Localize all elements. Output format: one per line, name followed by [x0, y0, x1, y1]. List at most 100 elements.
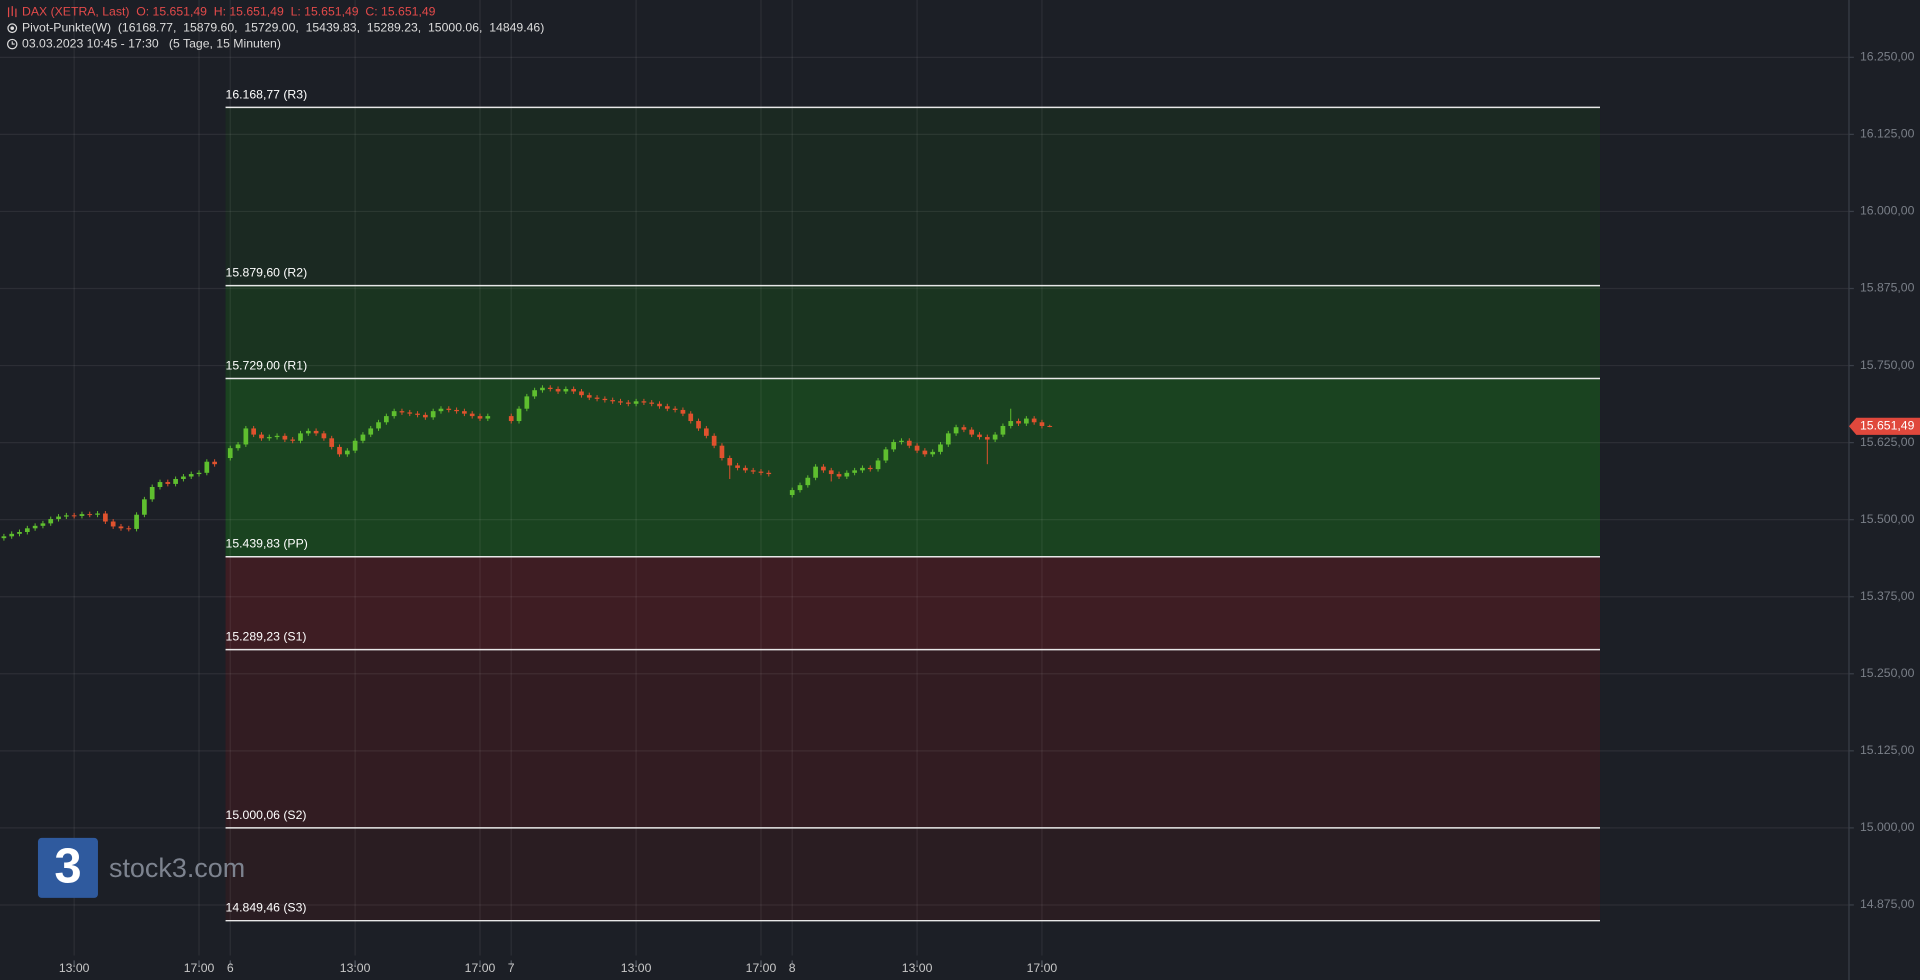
candle-body	[1047, 425, 1053, 427]
candle-body	[579, 391, 584, 396]
candle-body	[547, 387, 553, 389]
subtitle: 03.03.2023 10:45 - 17:30 (5 Tage, 15 Min…	[22, 36, 281, 50]
clock-icon	[6, 38, 18, 50]
candle-body	[103, 513, 108, 522]
candle-body	[649, 402, 655, 404]
candle-body	[1031, 418, 1037, 423]
pivot-zone	[225, 378, 1601, 557]
x-tick-label: 13:00	[902, 961, 933, 975]
y-tick-label: 16.000,00	[1860, 204, 1915, 218]
y-tick-label: 15.375,00	[1860, 589, 1915, 603]
candle-body	[462, 411, 467, 414]
candle-body	[540, 387, 545, 391]
candle-body	[625, 402, 631, 404]
candle-body	[376, 422, 381, 429]
watermark: 3 stock3.com	[37, 837, 245, 898]
x-tick-label: 17:00	[184, 961, 215, 975]
candle-body	[17, 531, 22, 534]
candle-body	[867, 467, 873, 470]
candle-body	[750, 470, 756, 472]
candle-body	[906, 440, 912, 446]
candle-body	[212, 461, 217, 465]
candle-body	[290, 439, 296, 441]
last-price-label: 15.651,49	[1860, 419, 1915, 433]
candle-body	[118, 526, 124, 529]
candle-body	[305, 430, 311, 434]
candle-body	[407, 412, 413, 414]
candle-body	[454, 409, 459, 412]
candle-body	[399, 411, 405, 413]
candle-body	[95, 513, 100, 515]
candle-body	[196, 472, 202, 475]
candle-body	[165, 482, 171, 484]
header: DAX (XETRA, Last) O: 15.651,49 H: 15.651…	[6, 4, 544, 50]
candle-body	[711, 435, 717, 446]
candle-body	[469, 413, 475, 417]
candle-body	[79, 514, 85, 516]
candle-body	[384, 416, 389, 423]
candle-body	[24, 528, 30, 532]
candle-body	[758, 471, 764, 473]
candle-body	[516, 408, 522, 422]
candle-body	[368, 428, 374, 435]
candle-body	[571, 388, 577, 392]
x-tick-label: 17:00	[746, 961, 777, 975]
candle-body	[657, 403, 662, 407]
candle-body	[282, 435, 288, 440]
last-price-tag	[1848, 417, 1920, 435]
candle-body	[438, 408, 444, 412]
candle-body	[266, 437, 272, 439]
y-tick-label: 15.875,00	[1860, 281, 1915, 295]
candle-body	[329, 438, 335, 447]
y-tick-label: 16.125,00	[1860, 127, 1915, 141]
pivot-label: 16.168,77 (R3)	[226, 87, 308, 101]
candle-body	[71, 515, 77, 517]
candle-body	[977, 434, 982, 438]
candle-body	[259, 434, 264, 439]
candle-body	[360, 434, 366, 441]
candle-body	[672, 408, 678, 410]
candle-body	[860, 467, 865, 471]
candle-body	[532, 390, 537, 397]
x-tick-label: 13:00	[621, 961, 652, 975]
candle-body	[40, 523, 46, 526]
pivot-label: 15.729,00 (R1)	[226, 358, 308, 372]
candle-body	[87, 514, 93, 516]
candle-body	[423, 414, 428, 418]
pivot-zones	[225, 107, 1601, 921]
candle-body	[945, 433, 951, 445]
candle-body	[555, 388, 561, 392]
candle-body	[508, 416, 514, 422]
candle-body	[313, 430, 319, 434]
candle-body	[446, 408, 452, 410]
candle-body	[766, 472, 772, 475]
pivot-label: 15.000,06 (S2)	[226, 808, 307, 822]
pivot-zone	[225, 827, 1601, 921]
y-tick-label: 15.625,00	[1860, 435, 1915, 449]
candle-body	[961, 427, 967, 430]
x-tick-label: 8	[789, 961, 796, 975]
x-tick-label: 13:00	[340, 961, 371, 975]
candle-body	[704, 428, 709, 436]
candle-body	[134, 514, 139, 529]
candle-body	[664, 406, 670, 409]
candle-body	[430, 411, 436, 418]
candle-body	[969, 429, 975, 435]
candle-body	[227, 448, 233, 459]
candle-body	[633, 401, 639, 404]
candle-body	[32, 525, 38, 529]
candle-body	[789, 490, 795, 496]
y-tick-label: 15.000,00	[1860, 820, 1915, 834]
candle-icon	[7, 6, 17, 18]
candle-body	[48, 519, 54, 524]
pivot-label: 14.849,46 (S3)	[226, 901, 307, 915]
candle-body	[1000, 425, 1006, 435]
pivot-zone	[225, 649, 1601, 828]
plot: 16.168,77 (R3) 15.879,60 (R2) 15.729,00 (R…	[1, 87, 1601, 922]
y-tick-label: 14.875,00	[1860, 897, 1915, 911]
candle-body	[984, 437, 990, 440]
candle-body	[157, 482, 163, 487]
x-tick-label: 17:00	[465, 961, 496, 975]
